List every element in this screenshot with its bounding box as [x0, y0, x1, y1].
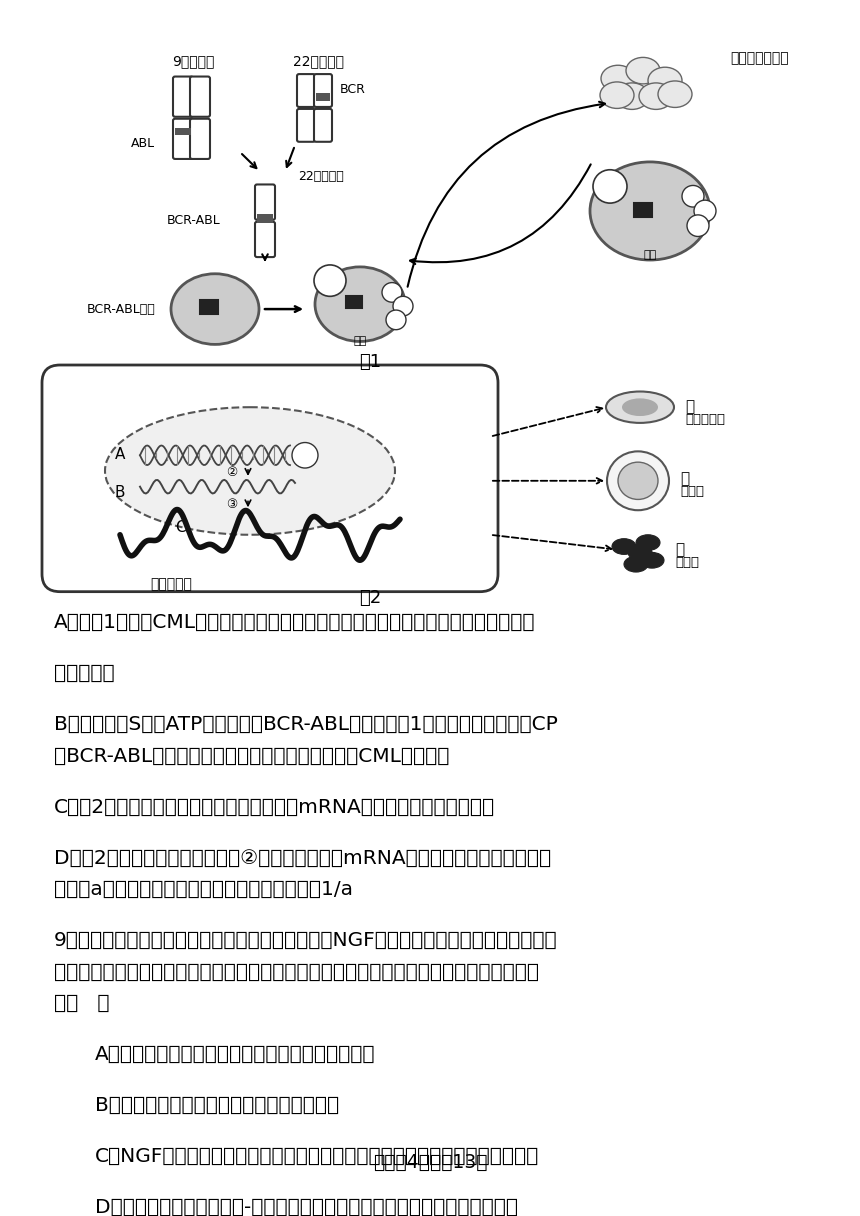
- Text: 値（又叫临界値，指一个效应能夠产生的最低値）降低，痛觉敏感性增强。下列叙述错误的: 値（又叫临界値，指一个效应能夠产生的最低値）降低，痛觉敏感性增强。下列叙述错误的: [54, 963, 539, 981]
- Circle shape: [687, 215, 709, 236]
- Text: 试卷笥4页，全13页: 试卷笥4页，全13页: [372, 1153, 488, 1172]
- Circle shape: [682, 186, 704, 207]
- Text: D．图2中表示基因转录过程的是②，若转录形成的mRNA中，嘴吁碱基和嘴啄碱基的: D．图2中表示基因转录过程的是②，若转录形成的mRNA中，嘴吁碱基和嘴啄碱基的: [54, 849, 551, 868]
- Text: C．NGF的作用机制可能是加快离子通道蛋白合成，增加膜上离子通道蛋白数量: C．NGF的作用机制可能是加快离子通道蛋白合成，增加膜上离子通道蛋白数量: [95, 1147, 539, 1166]
- Ellipse shape: [648, 67, 682, 94]
- FancyBboxPatch shape: [316, 94, 330, 101]
- Text: 22号染色体: 22号染色体: [298, 170, 344, 182]
- Text: P: P: [696, 221, 701, 230]
- Ellipse shape: [640, 552, 664, 568]
- Text: 比値为a，则对应的基因片段中模板链的该比値为1/a: 比値为a，则对应的基因片段中模板链的该比値为1/a: [54, 880, 353, 899]
- FancyBboxPatch shape: [173, 77, 193, 117]
- Text: B．若某药物S能与ATP竞争性结合BCR-ABL蛋白，据图1推测，该药物可抑制CP: B．若某药物S能与ATP竞争性结合BCR-ABL蛋白，据图1推测，该药物可抑制C…: [54, 715, 558, 734]
- Text: B．肌肉细胞存在神经递质和多种激素的受体: B．肌肉细胞存在神经递质和多种激素的受体: [95, 1096, 339, 1115]
- Ellipse shape: [601, 66, 635, 91]
- Circle shape: [393, 297, 413, 316]
- Ellipse shape: [628, 545, 652, 561]
- FancyBboxPatch shape: [173, 119, 193, 159]
- FancyBboxPatch shape: [190, 119, 210, 159]
- FancyBboxPatch shape: [200, 300, 218, 314]
- Text: 22号染色体: 22号染色体: [292, 54, 343, 68]
- Ellipse shape: [636, 535, 660, 551]
- Text: 膜蛋: 膜蛋: [353, 336, 366, 345]
- Text: BCR-ABL蛋白: BCR-ABL蛋白: [86, 303, 155, 316]
- Ellipse shape: [615, 83, 649, 109]
- Text: ③: ③: [226, 497, 237, 511]
- Text: B: B: [115, 485, 126, 500]
- Text: A．测量动作电位时，电极应置于细胞膜的内外两侧: A．测量动作电位时，电极应置于细胞膜的内外两侧: [95, 1045, 376, 1064]
- Circle shape: [292, 443, 318, 468]
- FancyBboxPatch shape: [255, 185, 275, 220]
- Ellipse shape: [639, 83, 673, 109]
- Circle shape: [386, 310, 406, 330]
- Text: 血小板: 血小板: [675, 557, 699, 569]
- Ellipse shape: [626, 57, 660, 84]
- Text: ②: ②: [226, 467, 237, 479]
- Circle shape: [382, 282, 402, 303]
- FancyBboxPatch shape: [346, 297, 362, 308]
- Text: 是（   ）: 是（ ）: [54, 993, 109, 1013]
- FancyBboxPatch shape: [255, 221, 275, 257]
- FancyBboxPatch shape: [314, 74, 332, 107]
- Text: P: P: [400, 302, 406, 310]
- Text: 白细胞: 白细胞: [680, 485, 704, 497]
- Text: C: C: [175, 520, 186, 535]
- FancyBboxPatch shape: [42, 365, 498, 592]
- Text: 丙: 丙: [675, 542, 684, 558]
- Text: 9．剧烈运动造成的肌肉损伤会导致神经生长因子（NGF）大量分泌，使神经元动作电位阈: 9．剧烈运动造成的肌肉损伤会导致神经生长因子（NGF）大量分泌，使神经元动作电位…: [54, 931, 557, 950]
- Text: 生物细胞内: 生物细胞内: [54, 664, 114, 683]
- Text: ①: ①: [299, 449, 310, 462]
- Circle shape: [694, 201, 716, 221]
- Text: 与BCR-ABL蛋白结合，有利于慢性粒细胞白血病（CML）的治疗: 与BCR-ABL蛋白结合，有利于慢性粒细胞白血病（CML）的治疗: [54, 747, 450, 766]
- Ellipse shape: [590, 162, 710, 260]
- Ellipse shape: [658, 81, 692, 107]
- Circle shape: [593, 170, 627, 203]
- Ellipse shape: [624, 557, 648, 572]
- FancyBboxPatch shape: [297, 109, 315, 142]
- Text: ABL: ABL: [131, 137, 155, 151]
- Text: 9号染色体: 9号染色体: [172, 54, 214, 68]
- FancyBboxPatch shape: [634, 203, 652, 216]
- Ellipse shape: [105, 407, 395, 535]
- Text: P: P: [691, 192, 696, 201]
- Text: 图1: 图1: [359, 353, 381, 371]
- Ellipse shape: [171, 274, 259, 344]
- Circle shape: [314, 265, 346, 297]
- Ellipse shape: [618, 462, 658, 500]
- Ellipse shape: [606, 392, 674, 423]
- Ellipse shape: [315, 266, 405, 342]
- Text: BCR-ABL: BCR-ABL: [166, 214, 220, 227]
- Text: C．图2中细胞甲、乙、丙的形态结构不同，mRNA和蛋白质种类不完全相同: C．图2中细胞甲、乙、丙的形态结构不同，mRNA和蛋白质种类不完全相同: [54, 798, 495, 817]
- Text: 乙: 乙: [680, 471, 689, 486]
- Text: 甲: 甲: [685, 399, 694, 415]
- Text: 白细胞异常增殖: 白细胞异常增殖: [730, 51, 789, 64]
- FancyBboxPatch shape: [297, 74, 315, 107]
- Text: BCR: BCR: [340, 84, 365, 96]
- FancyBboxPatch shape: [257, 214, 273, 223]
- Text: 图2: 图2: [359, 589, 381, 607]
- Text: 造血干细胞: 造血干细胞: [150, 576, 192, 591]
- Text: P: P: [393, 315, 399, 325]
- Text: 膜蛋: 膜蛋: [643, 250, 657, 260]
- FancyBboxPatch shape: [314, 109, 332, 142]
- Ellipse shape: [607, 451, 669, 511]
- Ellipse shape: [600, 81, 634, 108]
- FancyBboxPatch shape: [190, 77, 210, 117]
- Text: A: A: [115, 447, 126, 462]
- Text: P: P: [703, 207, 708, 215]
- Text: P: P: [390, 288, 395, 297]
- Text: CP: CP: [604, 181, 617, 191]
- Text: CP: CP: [323, 276, 336, 286]
- Text: 成熟红细胞: 成熟红细胞: [685, 413, 725, 426]
- FancyBboxPatch shape: [175, 128, 191, 135]
- Text: A．据图1分析，CML患者的造血干细胞内变异的类型是易位，该变异只能发生在真核: A．据图1分析，CML患者的造血干细胞内变异的类型是易位，该变异只能发生在真核: [54, 613, 536, 632]
- Ellipse shape: [612, 539, 636, 554]
- Ellipse shape: [622, 399, 658, 416]
- Text: D．疼痛刺激下，交感神经-肾上腺皮质系统活动增强，导致肾上腺素分泌增多: D．疼痛刺激下，交感神经-肾上腺皮质系统活动增强，导致肾上腺素分泌增多: [95, 1198, 518, 1216]
